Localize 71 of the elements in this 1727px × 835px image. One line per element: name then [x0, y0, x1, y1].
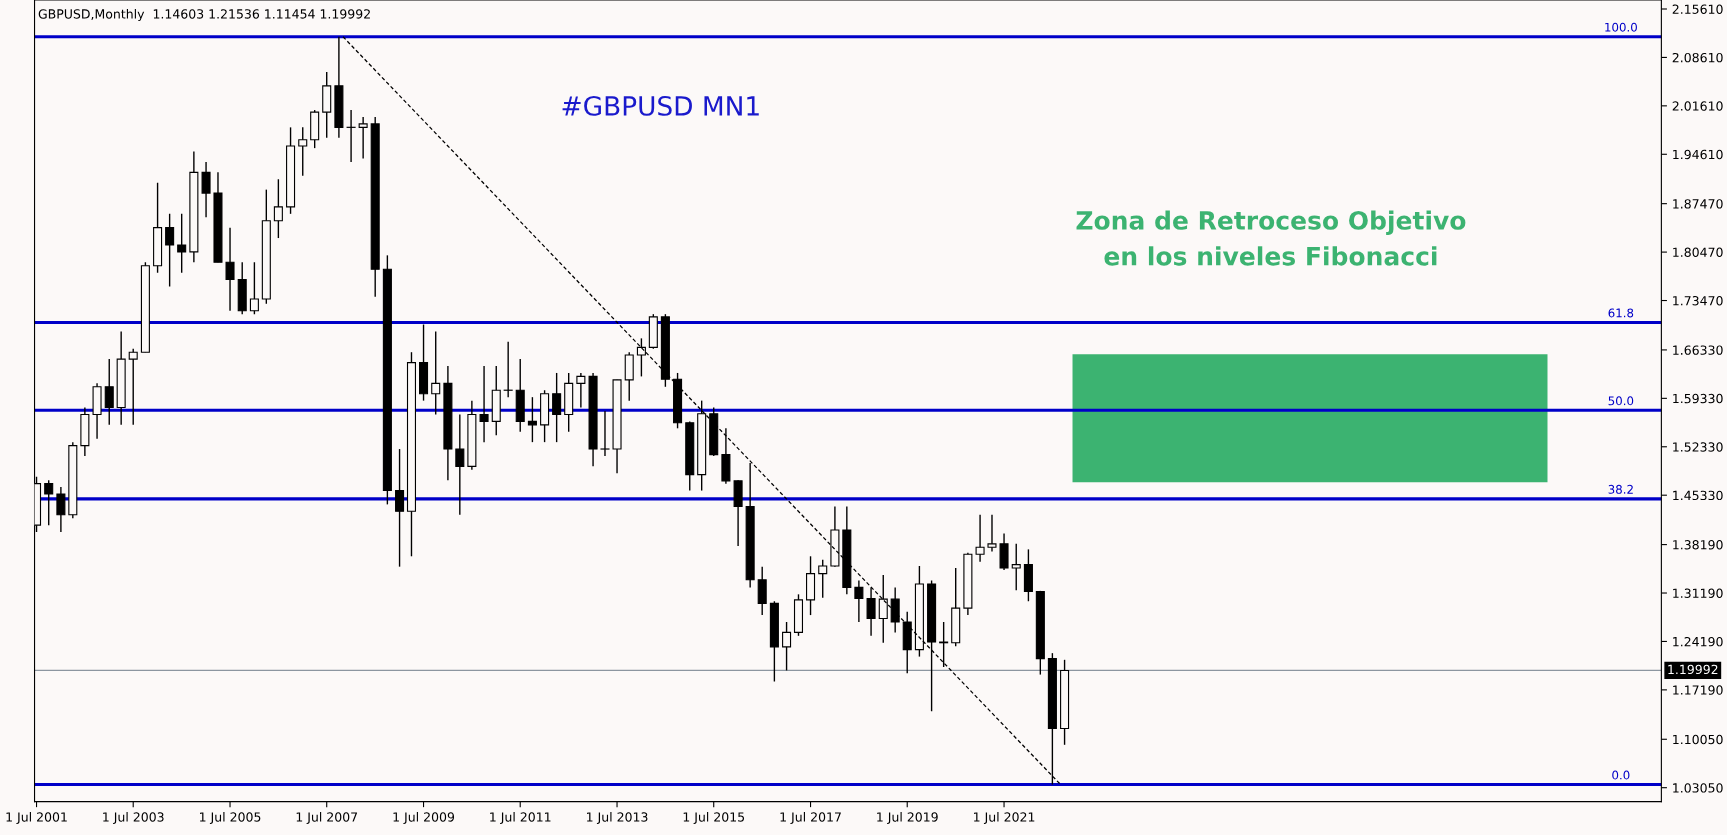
x-tick-label: 1 Jul 2003: [103, 812, 164, 825]
y-tick-label: 1.73470: [1673, 295, 1723, 306]
candlestick: [939, 621, 949, 668]
x-tick-label: 1 Jul 2011: [490, 812, 551, 825]
x-tick-label: 1 Jul 2015: [683, 812, 745, 825]
candlestick: [636, 337, 646, 378]
x-tick-label: 1 Jul 2009: [393, 812, 455, 825]
ref-line-label: 1.19992: [1668, 664, 1718, 675]
candlestick: [975, 514, 985, 563]
candlestick: [249, 261, 259, 315]
x-tick-label: 1 Jul 2005: [200, 812, 261, 825]
x-tick-label: 1 Jul 2017: [780, 812, 841, 825]
annotation: 0.0: [1612, 770, 1630, 780]
annotation: 61.8: [1608, 308, 1634, 318]
y-tick-label: 1.03050: [1673, 783, 1723, 793]
y-tick-label: 2.08610: [1672, 52, 1723, 63]
candlestick: [479, 365, 489, 443]
x-tick-label: 1 Jul 2021: [974, 812, 1035, 825]
y-tick-label: 1.17190: [1673, 685, 1723, 695]
candlestick: [782, 621, 792, 672]
y-tick-label: 1.31190: [1673, 588, 1723, 598]
candlestick: [298, 126, 308, 177]
y-tick-label: 1.80470: [1673, 247, 1723, 258]
y-tick-label: 1.52330: [1673, 442, 1723, 452]
candlestick: [878, 574, 888, 644]
candlestick: [44, 479, 54, 526]
y-tick-label: 1.24190: [1673, 636, 1723, 647]
y-tick-label: 1.59330: [1673, 393, 1723, 404]
candlestick: [56, 486, 66, 533]
candlestick: [225, 226, 235, 312]
candlestick: [987, 514, 997, 553]
candlestick: [273, 178, 283, 239]
x-tick-label: 1 Jul 2001: [6, 812, 67, 825]
y-tick-label: 2.15610: [1672, 4, 1723, 14]
annotation: #GBPUSD MN1: [562, 95, 759, 116]
annotation: Zona de Retroceso Objetivo en los niveles Fibonacci: [1076, 210, 1466, 266]
candlestick: [527, 396, 537, 443]
candlestick: [455, 413, 465, 516]
candlestick: [104, 358, 114, 426]
candlestick: [165, 213, 175, 288]
y-tick-label: 1.38190: [1673, 540, 1723, 550]
y-tick-label: 1.94610: [1673, 149, 1723, 160]
candlestick: [431, 330, 441, 416]
y-tick-label: 2.01610: [1672, 101, 1723, 111]
candlestick: [395, 448, 405, 568]
y-tick-label: 1.66330: [1673, 345, 1723, 355]
x-tick-label: 1 Jul 2013: [587, 812, 648, 825]
y-tick-label: 1.87470: [1673, 199, 1723, 209]
annotation: 100.0: [1605, 22, 1637, 32]
candlestick: [503, 341, 513, 398]
y-tick-label: 1.45330: [1673, 490, 1723, 501]
candlestick: [600, 410, 610, 457]
y-tick-label: 1.10050: [1673, 734, 1723, 745]
candlestick: [177, 213, 187, 274]
candlestick: [866, 586, 876, 637]
annotation: 38.2: [1608, 484, 1633, 494]
candlestick: [358, 116, 368, 160]
candlestick: [552, 372, 562, 443]
text: GBPUSD,Monthly 1.14603 1.21536 1.11454 1.19992: [38, 8, 370, 22]
candlestick: [346, 109, 356, 163]
candlestick: [201, 161, 211, 218]
candlestick: [576, 372, 586, 409]
candlestick: [1011, 543, 1021, 591]
candlestick: [890, 586, 900, 634]
candlestick: [128, 348, 138, 426]
annotation: 50.0: [1608, 396, 1634, 406]
candlestick: [854, 579, 864, 623]
x-tick-label: 1 Jul 2007: [296, 812, 358, 825]
x-tick-label: 1 Jul 2019: [877, 812, 938, 825]
candlestick: [757, 565, 767, 616]
candlestick: [818, 559, 828, 599]
